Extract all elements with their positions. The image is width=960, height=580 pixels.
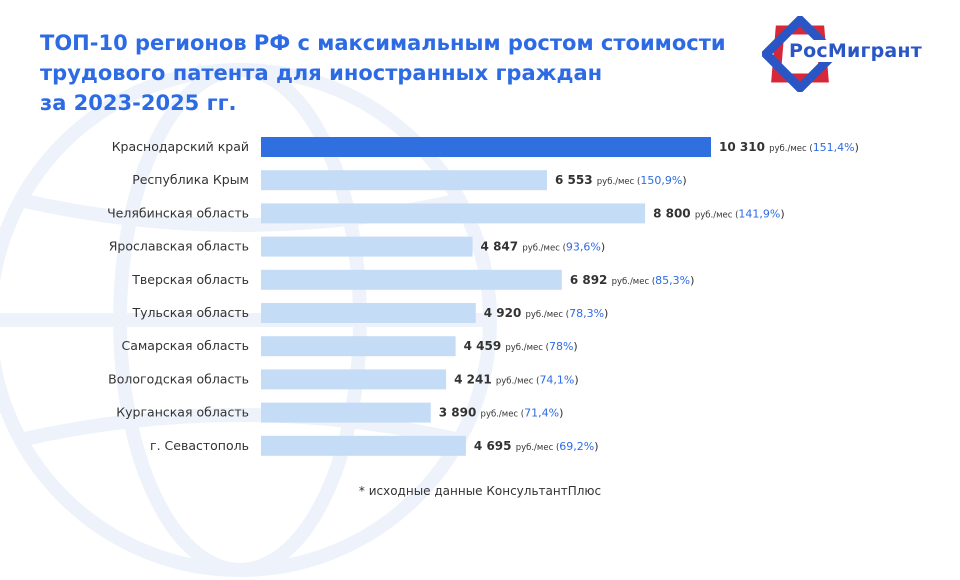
category-label: Вологодская область: [108, 371, 249, 386]
category-label: Краснодарский край: [112, 139, 249, 154]
category-label: Ярославская область: [109, 239, 249, 254]
bar: [261, 336, 456, 357]
bar: [261, 236, 473, 257]
value-label: 8 800 руб./мес (141,9%): [653, 206, 785, 220]
value-label: 4 459 руб./мес (78%): [464, 339, 578, 353]
value-label: 4 920 руб./мес (78,3%): [484, 306, 609, 320]
bar: [261, 435, 466, 456]
value-label: 10 310 руб./мес (151,4%): [719, 140, 859, 154]
category-label: Республика Крым: [132, 172, 249, 187]
category-label: Самарская область: [121, 338, 249, 353]
value-label: 6 553 руб./мес (150,9%): [555, 173, 687, 187]
brand-logo: РосМигрант: [762, 16, 932, 92]
bar-chart: Краснодарский край 10 310 руб./мес (151,4…: [107, 137, 859, 456]
bar: [261, 170, 548, 191]
bar: [261, 137, 711, 157]
category-label: Тверская область: [131, 272, 249, 287]
value-label: 4 847 руб./мес (93,6%): [481, 240, 606, 254]
category-label: Тульская область: [132, 305, 250, 320]
bar: [261, 203, 646, 224]
value-label: 4 241 руб./мес (74,1%): [454, 372, 579, 386]
bar: [261, 369, 447, 390]
category-label: г. Севастополь: [150, 438, 249, 453]
value-label: 4 695 руб./мес (69,2%): [474, 439, 599, 453]
logo-text: РосМигрант: [786, 40, 925, 62]
bar: [261, 402, 431, 423]
source-footnote: * исходные данные КонсультантПлюс: [358, 484, 602, 498]
page-title: ТОП-10 регионов РФ с максимальным ростом…: [40, 31, 726, 115]
value-label: 6 892 руб./мес (85,3%): [570, 273, 695, 287]
category-label: Курганская область: [116, 405, 249, 420]
bar: [261, 303, 476, 323]
bar: [261, 269, 562, 290]
value-label: 3 890 руб./мес (71,4%): [439, 406, 564, 420]
category-label: Челябинская область: [107, 205, 249, 220]
